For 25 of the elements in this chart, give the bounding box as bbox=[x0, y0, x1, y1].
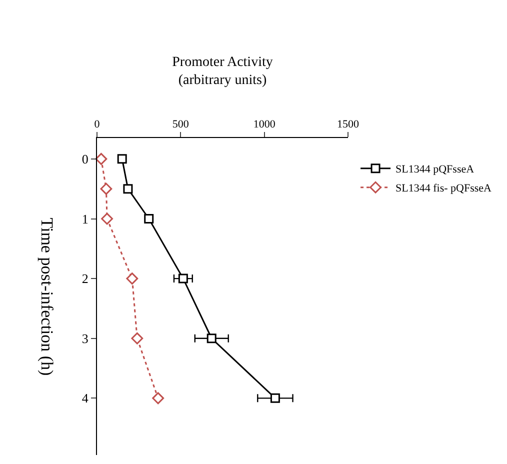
x-tick-label: 500 bbox=[172, 118, 190, 131]
point bbox=[101, 212, 113, 225]
y-tick-label: 4 bbox=[82, 390, 89, 406]
point bbox=[117, 154, 127, 164]
point bbox=[152, 392, 164, 404]
point bbox=[270, 393, 280, 403]
y-tick-label: 2 bbox=[82, 271, 88, 286]
legend-label: SL1344 fis- pQFsseA bbox=[396, 182, 492, 195]
x-tick-label: 0 bbox=[94, 118, 100, 131]
legend-label: SL1344 pQFsseA bbox=[396, 164, 474, 176]
point bbox=[131, 332, 144, 344]
y-tick-label: 3 bbox=[82, 330, 88, 346]
y-tick-label: 1 bbox=[82, 211, 88, 226]
point bbox=[123, 184, 133, 194]
x-tick-label: 1000 bbox=[253, 118, 276, 131]
point bbox=[95, 152, 108, 165]
point bbox=[178, 274, 188, 284]
y-tick-label: 0 bbox=[82, 151, 88, 166]
y-axis-title: Time post-infection (h) bbox=[37, 218, 56, 376]
point bbox=[126, 272, 138, 285]
point bbox=[144, 214, 154, 224]
x-tick-label: 1500 bbox=[337, 118, 360, 131]
point bbox=[206, 334, 216, 344]
point bbox=[100, 182, 112, 195]
x-axis-title: Promoter Activity (arbitrary units) bbox=[172, 55, 273, 88]
